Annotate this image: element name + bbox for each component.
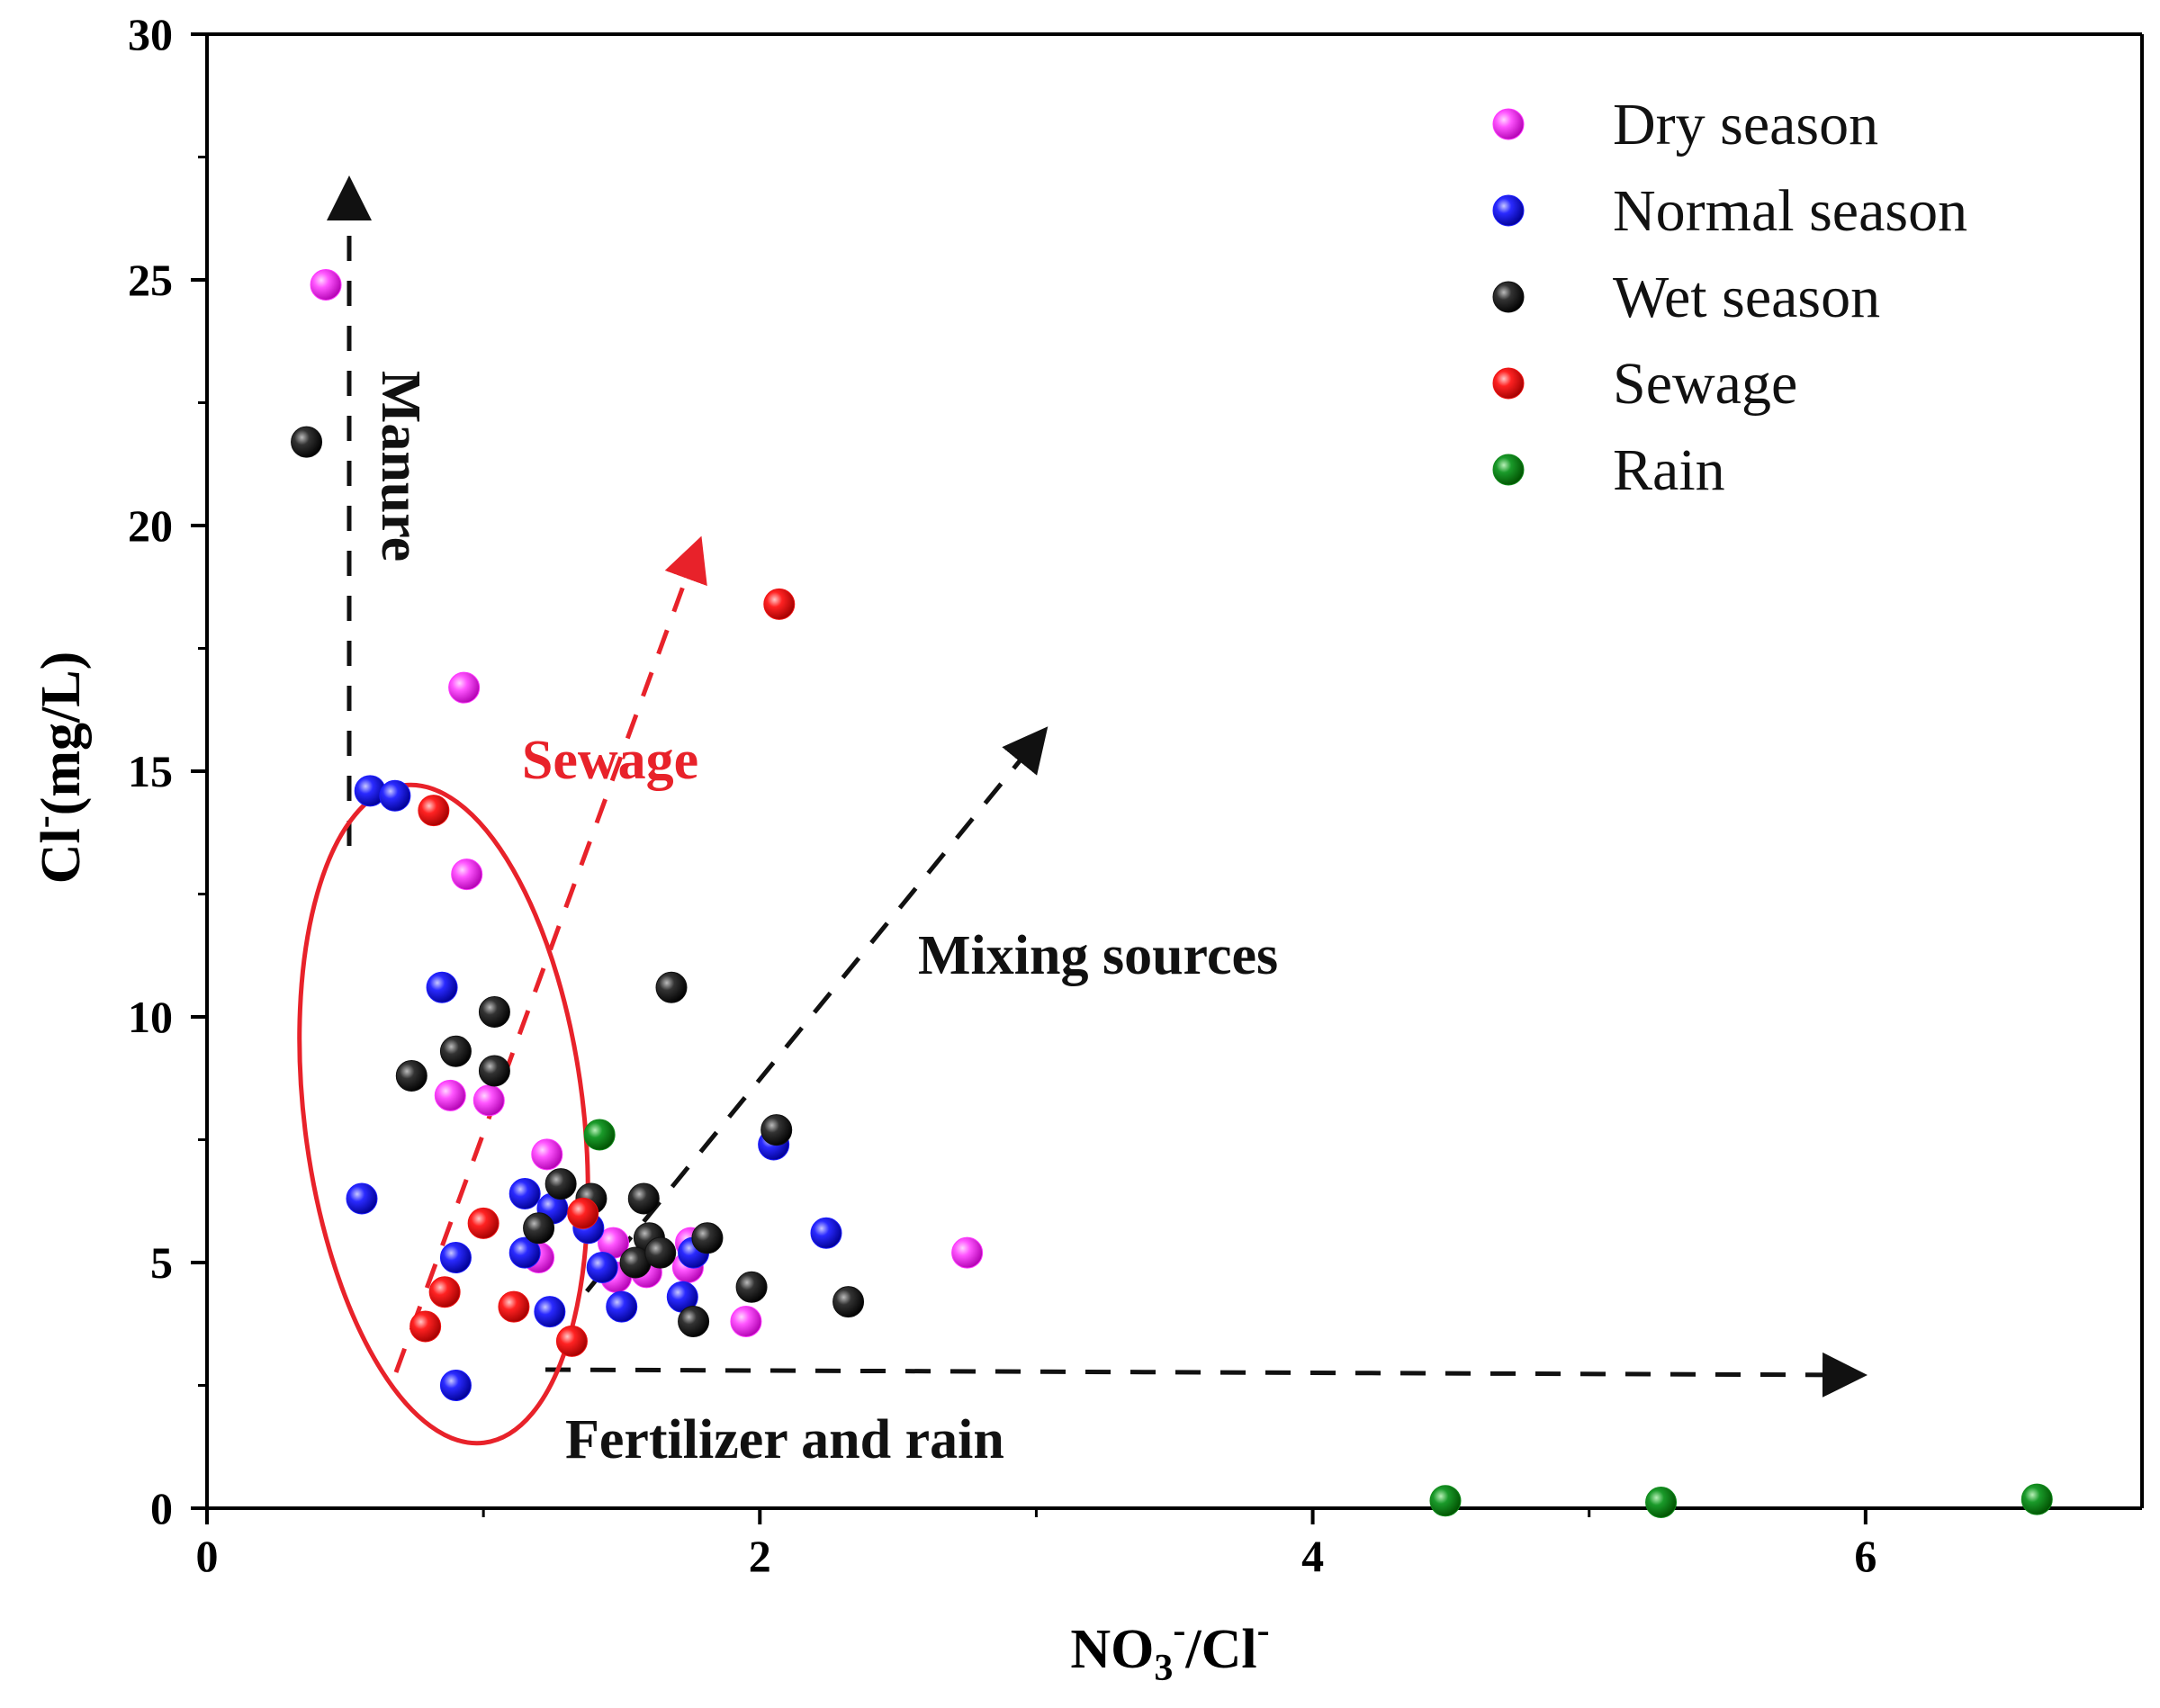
data-point bbox=[434, 1079, 466, 1111]
data-point bbox=[730, 1306, 762, 1338]
legend: Dry season Normal season Wet season Sewage R… bbox=[1492, 92, 1967, 503]
x-axis-title: NO3-/Cl- bbox=[1070, 1610, 1269, 1689]
y-tick-label: 0 bbox=[150, 1483, 173, 1533]
data-point bbox=[426, 971, 458, 1003]
fertilizer-rain-arrow bbox=[544, 1352, 1868, 1398]
data-point bbox=[678, 1306, 710, 1338]
legend-marker bbox=[1492, 194, 1525, 227]
mixing-sources-label: Mixing sources bbox=[918, 925, 1278, 986]
y-tick-label: 15 bbox=[128, 746, 173, 796]
data-point bbox=[439, 1370, 472, 1401]
data-point bbox=[451, 858, 483, 891]
series-sewage bbox=[410, 588, 796, 1357]
data-point bbox=[478, 996, 510, 1029]
data-point bbox=[644, 1236, 677, 1269]
x-tick-label: 0 bbox=[196, 1531, 219, 1581]
data-point bbox=[544, 1168, 577, 1200]
data-point bbox=[555, 1325, 588, 1357]
data-point bbox=[508, 1178, 541, 1210]
legend-marker bbox=[1492, 108, 1525, 140]
data-point bbox=[2020, 1483, 2053, 1515]
data-point bbox=[586, 1251, 618, 1283]
fertilizer-rain-label: Fertilizer and rain bbox=[565, 1409, 1004, 1470]
data-point bbox=[467, 1207, 500, 1239]
data-point bbox=[508, 1236, 541, 1269]
legend-marker bbox=[1492, 454, 1525, 486]
data-point bbox=[428, 1276, 461, 1308]
y-axis-title-sup: - bbox=[23, 815, 65, 828]
data-point bbox=[627, 1182, 660, 1215]
sewage-label: Sewage bbox=[522, 730, 698, 791]
legend-label: Wet season bbox=[1613, 265, 1880, 330]
data-point bbox=[410, 1310, 442, 1343]
data-point bbox=[1429, 1485, 1462, 1517]
data-point bbox=[655, 971, 688, 1003]
data-point bbox=[523, 1212, 555, 1245]
data-point bbox=[763, 588, 796, 620]
data-point bbox=[478, 1055, 510, 1087]
data-point bbox=[395, 1060, 428, 1092]
data-point bbox=[346, 1182, 378, 1215]
data-point bbox=[951, 1236, 984, 1269]
data-point bbox=[760, 1114, 793, 1146]
legend-label: Dry season bbox=[1613, 92, 1878, 157]
data-point bbox=[439, 1035, 472, 1067]
y-tick-label: 25 bbox=[128, 255, 173, 305]
series-normal-season bbox=[346, 775, 842, 1401]
x-tick-label: 2 bbox=[749, 1531, 771, 1581]
x-tick-label: 4 bbox=[1301, 1531, 1324, 1581]
y-axis-title: Cl-(mg/L) bbox=[23, 652, 92, 885]
mixing-sources-arrow bbox=[585, 726, 1048, 1293]
legend-label: Rain bbox=[1613, 437, 1725, 503]
data-point bbox=[832, 1286, 865, 1318]
data-point bbox=[498, 1290, 530, 1323]
data-point bbox=[810, 1217, 842, 1249]
y-axis-title-rest: (mg/L) bbox=[31, 652, 92, 816]
legend-marker bbox=[1492, 367, 1525, 400]
x-axis-title-sub: 3 bbox=[1154, 1648, 1173, 1689]
data-point bbox=[606, 1290, 638, 1323]
data-point bbox=[531, 1138, 563, 1171]
data-point bbox=[291, 426, 323, 458]
x-axis-title-main: NO bbox=[1070, 1619, 1154, 1680]
data-point bbox=[310, 268, 342, 301]
data-point bbox=[691, 1222, 724, 1254]
sewage-arrow bbox=[393, 535, 707, 1373]
y-axis-title-main: Cl bbox=[31, 828, 92, 884]
y-tick-label: 10 bbox=[128, 992, 173, 1042]
data-point bbox=[472, 1084, 505, 1117]
legend-marker bbox=[1492, 281, 1525, 313]
series-rain bbox=[583, 1119, 2053, 1518]
legend-label: Normal season bbox=[1613, 178, 1967, 244]
legend-label: Sewage bbox=[1613, 351, 1797, 417]
manure-label: Manure bbox=[370, 371, 431, 562]
y-tick-label: 30 bbox=[128, 9, 173, 59]
x-tick-label: 6 bbox=[1854, 1531, 1876, 1581]
x-axis-title-rest: /Cl bbox=[1184, 1619, 1256, 1680]
y-tick-label: 20 bbox=[128, 500, 173, 551]
data-point bbox=[448, 671, 481, 704]
data-point bbox=[583, 1119, 616, 1151]
data-point bbox=[418, 795, 450, 827]
x-axis-title-sup2: - bbox=[1257, 1610, 1270, 1651]
data-point bbox=[735, 1271, 768, 1303]
data-point bbox=[567, 1197, 599, 1229]
data-point bbox=[534, 1296, 566, 1328]
series-wet-season bbox=[291, 426, 865, 1338]
y-tick-label: 5 bbox=[150, 1237, 173, 1288]
data-point bbox=[1645, 1486, 1678, 1518]
x-axis-title-sup: - bbox=[1173, 1610, 1185, 1651]
data-point bbox=[439, 1242, 472, 1274]
data-point bbox=[379, 779, 411, 812]
